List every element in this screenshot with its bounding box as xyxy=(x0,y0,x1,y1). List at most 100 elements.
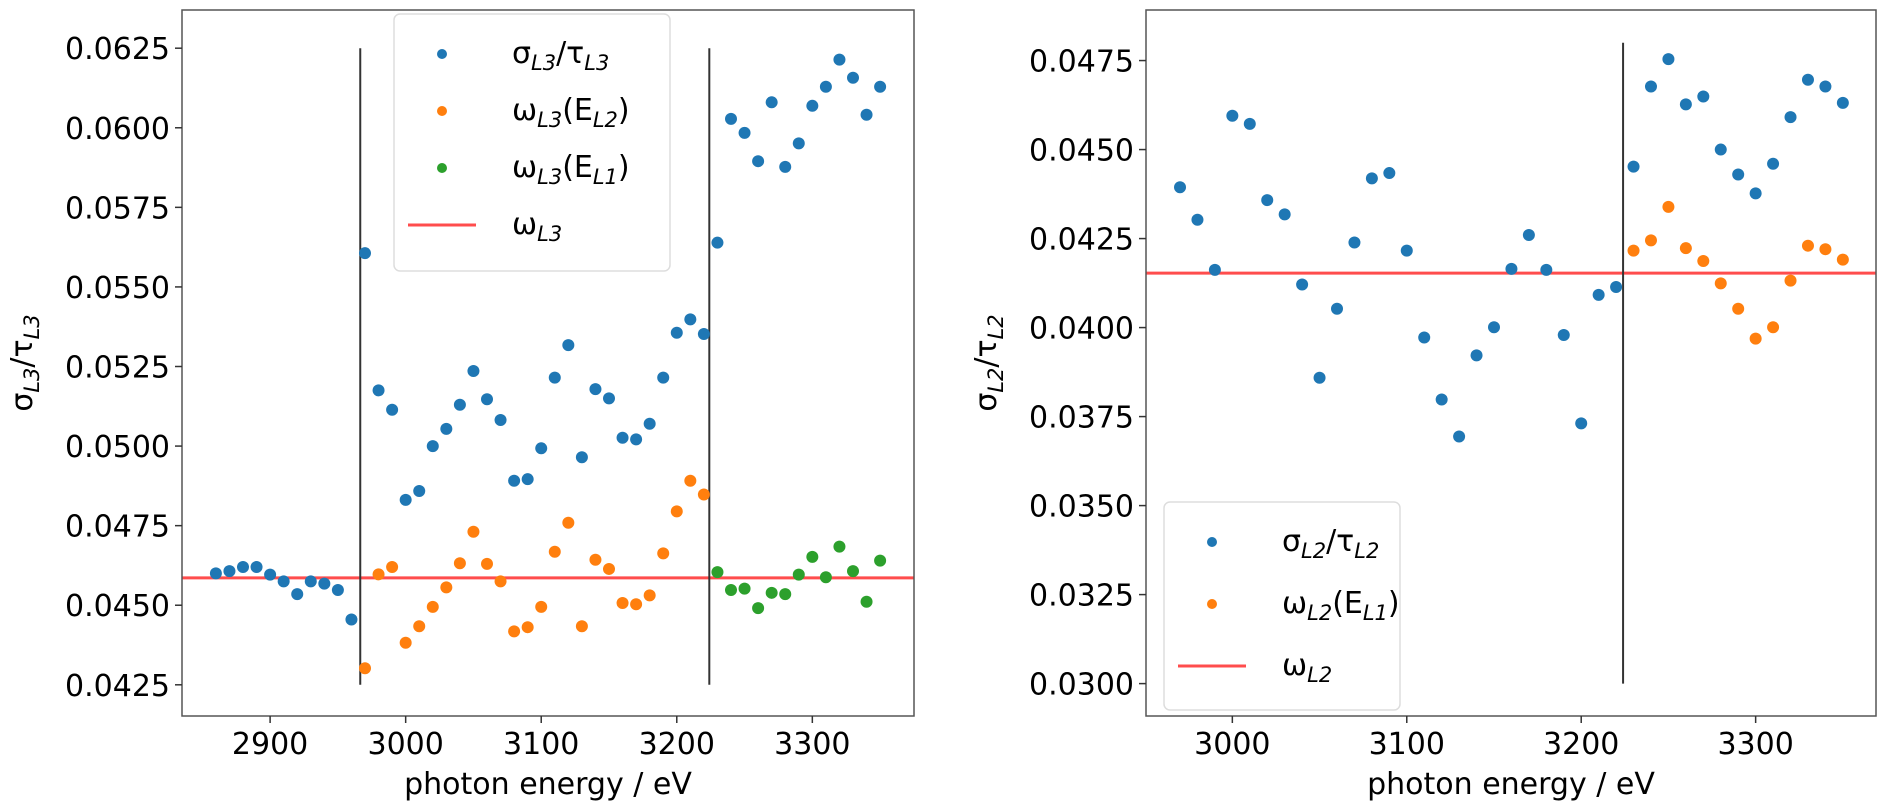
legend-box xyxy=(393,13,671,272)
y-axis-label-part: L3 xyxy=(20,368,44,393)
data-point-series-1 xyxy=(481,557,493,570)
data-point-series-1 xyxy=(508,625,521,638)
data-point-series-2 xyxy=(819,571,832,584)
data-point-series-1 xyxy=(1732,302,1745,315)
data-point-series-0 xyxy=(1540,263,1553,276)
data-point-series-0 xyxy=(481,393,493,406)
data-point-series-1 xyxy=(399,636,412,649)
legend-label-part: L2 xyxy=(1307,601,1332,625)
y-tick-label: 0.0375 xyxy=(1029,401,1134,436)
data-point-series-0 xyxy=(1348,236,1361,249)
data-point-series-0 xyxy=(589,383,602,396)
x-tick-label: 3200 xyxy=(1543,727,1619,762)
x-tick-label: 3000 xyxy=(1194,727,1270,762)
data-point-series-1 xyxy=(535,600,548,613)
legend-label-part: L1 xyxy=(593,165,618,189)
data-point-series-0 xyxy=(494,413,507,426)
data-point-series-0 xyxy=(535,442,548,455)
legend-label: ωL3 xyxy=(512,207,562,246)
legend-label: σL3/τL3 xyxy=(512,36,609,75)
data-point-series-0 xyxy=(1732,168,1745,181)
data-point-series-0 xyxy=(548,371,561,384)
data-point-series-1 xyxy=(630,598,643,611)
data-point-series-1 xyxy=(372,568,385,581)
data-point-series-0 xyxy=(1208,263,1221,276)
legend-label-part: /τ xyxy=(556,36,584,71)
data-point-series-0 xyxy=(386,403,399,416)
y-axis-label: σL2/τL2 xyxy=(969,314,1008,411)
y-axis-label-part: L2 xyxy=(984,368,1008,393)
data-point-series-1 xyxy=(684,474,697,487)
data-point-series-1 xyxy=(575,620,588,633)
data-point-series-2 xyxy=(874,554,887,567)
data-point-series-0 xyxy=(1610,280,1623,293)
data-point-series-0 xyxy=(1453,430,1466,443)
data-point-series-0 xyxy=(725,112,737,125)
data-point-series-0 xyxy=(1243,117,1256,130)
y-tick-label: 0.0475 xyxy=(1029,45,1134,80)
data-point-series-0 xyxy=(318,577,331,590)
data-point-series-0 xyxy=(1435,393,1448,406)
data-point-series-0 xyxy=(264,568,277,581)
data-point-series-0 xyxy=(453,398,466,411)
legend-label-part: L2 xyxy=(1307,663,1332,687)
data-point-series-0 xyxy=(345,613,358,626)
data-point-series-0 xyxy=(847,71,859,84)
data-point-series-1 xyxy=(1749,332,1762,345)
data-point-series-0 xyxy=(752,155,765,168)
data-point-series-1 xyxy=(1836,253,1849,266)
data-point-series-0 xyxy=(1383,167,1396,180)
data-point-series-0 xyxy=(1505,262,1518,275)
data-point-series-1 xyxy=(453,557,466,570)
y-tick-label: 0.0325 xyxy=(1029,579,1134,614)
data-point-series-0 xyxy=(250,561,263,574)
data-point-series-1 xyxy=(589,553,602,566)
data-point-series-0 xyxy=(1418,331,1431,344)
data-point-series-0 xyxy=(738,126,751,139)
legend-label-part: L3 xyxy=(537,222,562,246)
data-point-series-0 xyxy=(413,484,426,497)
y-tick-label: 0.0400 xyxy=(1029,312,1134,347)
left-plot-l3: 2900 3000 3100 3200 3300 0.0425 0.0450 0.0475 0.… xyxy=(5,9,915,802)
data-point-series-1 xyxy=(494,575,507,588)
legend-marker xyxy=(437,163,447,173)
data-point-series-0 xyxy=(1365,172,1378,185)
data-point-series-1 xyxy=(1819,243,1832,256)
data-point-series-0 xyxy=(1714,143,1727,156)
data-point-series-0 xyxy=(616,431,629,444)
data-point-series-2 xyxy=(860,595,873,608)
legend-marker xyxy=(1207,537,1217,547)
legend-label-part: σ xyxy=(1282,524,1301,559)
data-point-series-1 xyxy=(548,545,561,558)
legend-label-part: L1 xyxy=(1363,601,1388,625)
y-tick-label: 0.0450 xyxy=(1029,134,1134,169)
data-point-series-0 xyxy=(1749,187,1762,200)
data-point-series-1 xyxy=(440,581,453,594)
data-point-series-0 xyxy=(426,440,439,453)
legend-label-part: L2 xyxy=(1301,539,1326,563)
data-point-series-0 xyxy=(237,561,249,574)
y-tick-label: 0.0625 xyxy=(65,32,170,67)
plot-frame xyxy=(181,9,915,717)
legend-label-part: (E xyxy=(562,150,593,185)
legend-label-part: L3 xyxy=(584,51,609,75)
data-point-series-0 xyxy=(331,583,344,596)
data-point-series-1 xyxy=(1679,242,1692,255)
data-point-series-0 xyxy=(1400,244,1413,257)
data-point-series-0 xyxy=(779,160,792,173)
data-point-series-2 xyxy=(792,568,805,581)
legend-label-part: L2 xyxy=(593,108,618,132)
legend-label-part: ) xyxy=(1388,586,1400,621)
data-point-series-0 xyxy=(711,236,724,249)
data-point-series-0 xyxy=(1836,96,1849,109)
legend-label-part: σ xyxy=(512,36,531,71)
data-point-series-0 xyxy=(1592,288,1605,301)
data-point-series-0 xyxy=(1644,80,1657,93)
y-tick-label: 0.0425 xyxy=(65,669,170,704)
data-point-series-0 xyxy=(819,80,832,93)
data-point-series-0 xyxy=(277,575,290,588)
legend-label-part: ω xyxy=(512,150,537,185)
data-point-series-0 xyxy=(1313,371,1326,384)
legend-label-part: (E xyxy=(562,93,593,128)
